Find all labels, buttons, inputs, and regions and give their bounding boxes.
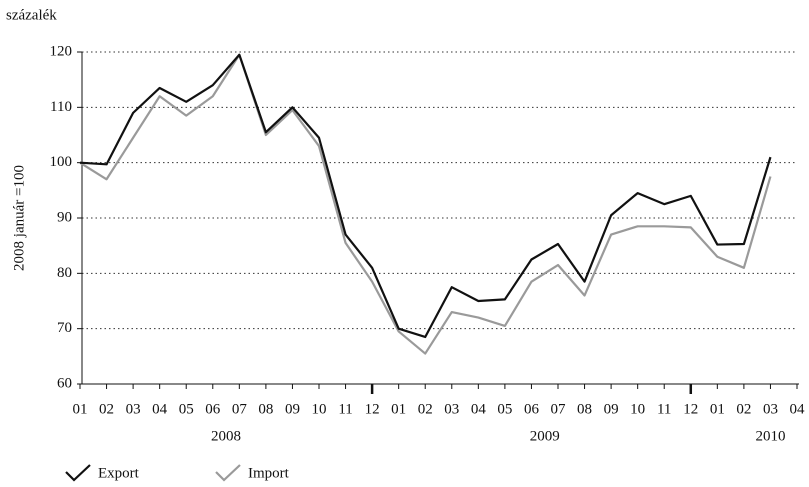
- x-tick-label: 01: [73, 401, 88, 417]
- x-tick-label: 06: [524, 401, 540, 417]
- x-tick-label: 05: [179, 401, 194, 417]
- x-tick-label: 04: [152, 401, 168, 417]
- legend-swatch: [65, 464, 91, 482]
- x-tick-label: 07: [232, 401, 248, 417]
- series-line: [79, 53, 772, 355]
- x-tick-label: 07: [551, 401, 567, 417]
- x-tick-label: 10: [312, 401, 327, 417]
- year-label: 2008: [211, 428, 241, 444]
- y-tick-label: 110: [50, 99, 72, 115]
- unit-label: százalék: [6, 7, 57, 23]
- x-tick-label: 03: [126, 401, 141, 417]
- x-tick-label: 05: [497, 401, 512, 417]
- y-axis-label: 2008 január =100: [11, 165, 27, 271]
- x-tick-label: 11: [338, 401, 352, 417]
- x-tick-label: 12: [365, 401, 380, 417]
- series-line: [79, 53, 772, 339]
- x-tick-label: 11: [657, 401, 671, 417]
- y-tick-label: 90: [57, 209, 72, 225]
- x-tick-label: 09: [604, 401, 619, 417]
- x-tick-label: 10: [630, 401, 645, 417]
- x-tick-label: 02: [418, 401, 433, 417]
- y-tick-label: 120: [50, 43, 73, 59]
- x-tick-label: 01: [710, 401, 725, 417]
- year-label: 2009: [530, 428, 560, 444]
- x-tick-label: 03: [444, 401, 459, 417]
- legend-swatch: [215, 464, 241, 482]
- x-tick-label: 02: [99, 401, 114, 417]
- x-tick-label: 12: [683, 401, 698, 417]
- year-label: 2010: [755, 428, 785, 444]
- x-tick-label: 04: [790, 401, 806, 417]
- x-tick-label: 06: [205, 401, 221, 417]
- x-tick-label: 08: [577, 401, 592, 417]
- x-tick-label: 08: [258, 401, 273, 417]
- y-tick-label: 100: [50, 154, 73, 170]
- y-tick-label: 70: [57, 320, 72, 336]
- y-tick-label: 80: [57, 265, 72, 281]
- x-tick-label: 09: [285, 401, 300, 417]
- x-tick-label: 04: [471, 401, 487, 417]
- legend-label: Export: [98, 465, 140, 481]
- x-tick-label: 02: [736, 401, 751, 417]
- x-tick-label: 03: [763, 401, 778, 417]
- x-tick-label: 01: [391, 401, 406, 417]
- legend-label: Import: [248, 465, 290, 481]
- y-tick-label: 60: [57, 375, 72, 391]
